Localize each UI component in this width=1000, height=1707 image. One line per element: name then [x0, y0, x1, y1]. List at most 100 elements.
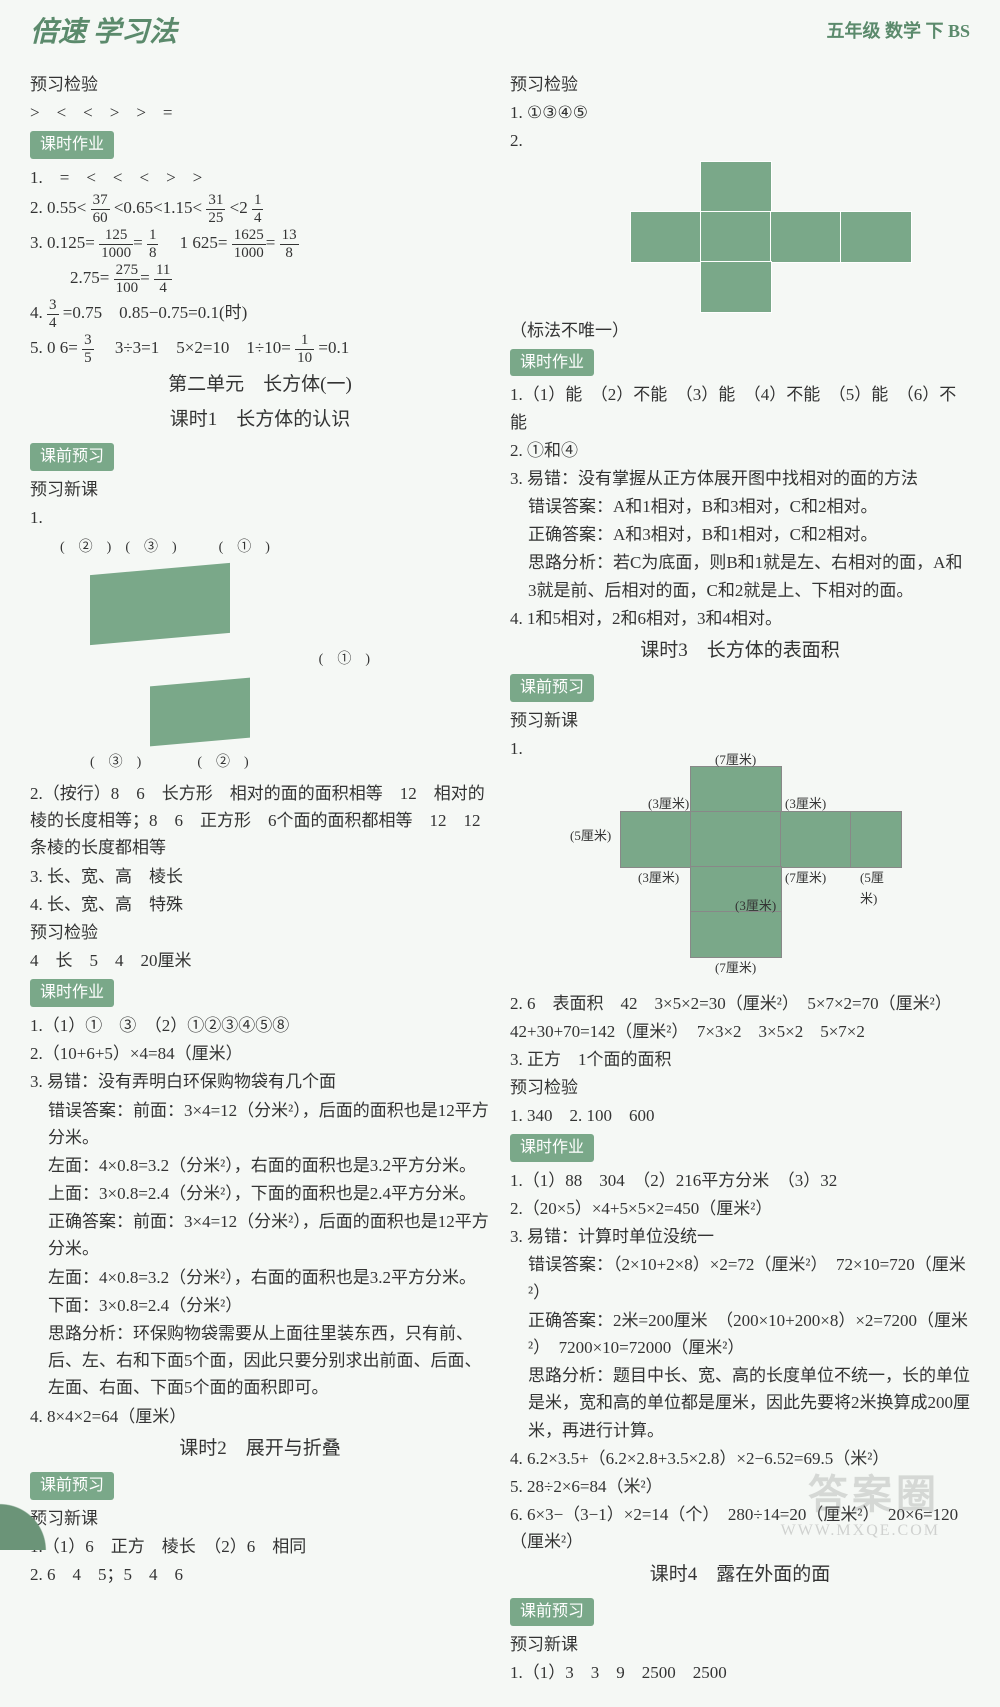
hw3g: 思路分析：环保购物袋需要从上面往里装东西，只有前、后、左、右和下面5个面，因此只…: [30, 1320, 490, 1402]
chevron-icon: «: [40, 1504, 51, 1530]
t: 5. 0 6=: [30, 338, 78, 357]
fraction: 138: [280, 227, 299, 261]
header-logo: 倍速 学习法: [30, 10, 177, 50]
t: 1 625=: [163, 233, 228, 252]
hw3c: 上面：3×0.8=2.4（分米²），下面的面积也是2.4平方分米。: [30, 1180, 490, 1207]
pre-l1: 1.（1）6 正方 棱长 （2）6 相同: [30, 1533, 490, 1560]
fraction: 114: [154, 262, 172, 296]
t: 3. 0.125=: [30, 233, 95, 252]
hwb2: 2.（20×5）×4+5×5×2=450（厘米²）: [510, 1195, 970, 1222]
hw3f: 下面：3×0.8=2.4（分米²）: [30, 1292, 490, 1319]
header-subject: 五年级 数学 下 BS: [826, 17, 970, 43]
tag-homework: 课时作业: [510, 349, 594, 377]
hw3c: 思路分析：若C为底面，则B和1就是左、右相对的面，A和3就是前、后相对的面，C和…: [510, 549, 970, 603]
watermark-text: 答案圈: [808, 1462, 940, 1520]
dim-label: (7厘米): [715, 750, 756, 771]
fraction: 14: [252, 192, 264, 226]
fraction: 3125: [206, 192, 225, 226]
q3c: 2.75= 275100= 114: [30, 262, 490, 296]
lesson3-title: 课时3 长方体的表面积: [510, 636, 970, 666]
hw3a: 错误答案：A和1相对，B和3相对，C和2相对。: [510, 493, 970, 520]
t: 3÷3=1 5×2=10 1÷10=: [98, 338, 291, 357]
cuboid-net-diagram: (7厘米) (3厘米) (3厘米) (5厘米) (5厘米) (3厘米) (7厘米…: [580, 766, 900, 986]
hw2: 2. ①和④: [510, 437, 970, 464]
fraction: 16251000: [232, 227, 266, 261]
dim-label: (3厘米): [735, 896, 776, 917]
tag-homework: 课时作业: [510, 1134, 594, 1162]
sub-label: 预习新课: [30, 476, 490, 503]
t: =0.1: [318, 338, 349, 357]
num1: 1.: [30, 504, 490, 531]
net-square: [700, 211, 772, 263]
hwb3b: 正确答案：2米=200厘米 （200×10+200×8）×2=7200（厘米²）…: [510, 1307, 970, 1361]
yxjy: 预习检验: [30, 919, 490, 946]
net-panel: [690, 911, 782, 958]
hw3a: 错误答案：前面：3×4=12（分米²），后面的面积也是12平方分米。: [30, 1097, 490, 1151]
net-square: [840, 211, 912, 263]
unit-title: 第二单元 长方体(一): [30, 370, 490, 400]
t: <2: [230, 198, 248, 217]
pre4: 1.（1）3 3 9 2500 2500: [510, 1659, 970, 1686]
net-square: [770, 211, 842, 263]
q5: 5. 0 6= 35 3÷3=1 5×2=10 1÷10= 110 =0.1: [30, 332, 490, 366]
hw3e: 左面：4×0.8=3.2（分米²），右面的面积也是3.2平方分米。: [30, 1264, 490, 1291]
compare-row: > < < > > =: [30, 99, 490, 126]
hwb3: 3. 易错：计算时单位没统一: [510, 1223, 970, 1250]
net-square: [700, 261, 772, 313]
net-panel: [690, 811, 782, 868]
right-column: 预习检验 1. ①③④⑤ 2. （标法不唯一） 课时作业 1.（1）能 （2）不…: [510, 20, 970, 1687]
diagram-label: ( ② ) ( ③ ) ( ① ): [60, 537, 490, 559]
p2: 2. 6 表面积 42 3×5×2=30（厘米²） 5×7×2=70（厘米²） …: [510, 990, 970, 1044]
t: <0.65<1.15<: [114, 198, 202, 217]
lesson2-title: 课时2 展开与折叠: [30, 1434, 490, 1464]
section-label: 预习检验: [30, 71, 490, 98]
sub-label: 预习新课: [510, 707, 970, 734]
cuboid-shape: [150, 677, 250, 746]
fraction: 35: [82, 332, 94, 366]
l-check: 4 长 5 4 20厘米: [30, 947, 490, 974]
r1: 1. ①③④⑤: [510, 99, 970, 126]
dim-label: (7厘米): [715, 958, 756, 979]
hwb3c: 思路分析：题目中长、宽、高的长度单位不统一，长的单位是米，宽和高的单位都是厘米，…: [510, 1362, 970, 1444]
cuboid-shape: [90, 563, 230, 645]
net-panel: [850, 811, 902, 868]
left-column: 预习检验 > < < > > = 课时作业 1. = < < < > > 2. …: [30, 20, 490, 1687]
tag-preview: 课前预习: [510, 674, 594, 702]
note: （标法不唯一）: [510, 317, 970, 344]
fraction: 110: [295, 332, 314, 366]
hw4: 4. 8×4×2=64（厘米）: [30, 1403, 490, 1430]
hw2: 2.（10+6+5）×4=84（厘米）: [30, 1040, 490, 1067]
yxjy: 预习检验: [510, 71, 970, 98]
tag-homework: 课时作业: [30, 131, 114, 159]
hw3d: 正确答案：前面：3×4=12（分米²），后面的面积也是12平方分米。: [30, 1208, 490, 1262]
hwb1: 1.（1）88 304 （2）216平方分米 （3）32: [510, 1167, 970, 1194]
r2: 2.: [510, 127, 970, 154]
tag-homework: 课时作业: [30, 979, 114, 1007]
fraction: 34: [47, 297, 59, 331]
net-square: [700, 161, 772, 213]
l4: 4. 长、宽、高 特殊: [30, 891, 490, 918]
dim-label: (7厘米): [785, 868, 826, 889]
lesson4-title: 课时4 露在外面的面: [510, 1560, 970, 1590]
q3: 3. 0.125= 1251000= 18 1 625= 16251000= 1…: [30, 227, 490, 261]
net-square: [630, 211, 702, 263]
fraction: 3760: [91, 192, 110, 226]
page-body: 预习检验 > < < > > = 课时作业 1. = < < < > > 2. …: [0, 0, 1000, 1707]
dim-label: (3厘米): [638, 868, 679, 889]
cuboid-diagram-2: ( ① ) ( ③ ) ( ② ): [30, 649, 490, 774]
yxjy: 预习检验: [510, 1074, 970, 1101]
dim-label: (3厘米): [785, 794, 826, 815]
pre-l2: 2. 6 4 5；5 4 6: [30, 1561, 490, 1588]
sub-label: 预习新课: [30, 1505, 490, 1532]
corner-decoration: «: [0, 1470, 80, 1550]
hw3: 3. 易错：没有掌握从正方体展开图中找相对的面的方法: [510, 465, 970, 492]
dim-label: (5厘米): [860, 868, 900, 910]
t: =0.75 0.85−0.75=0.1(时): [63, 303, 248, 322]
q4: 4. 34 =0.75 0.85−0.75=0.1(时): [30, 297, 490, 331]
net-panel: [690, 766, 782, 813]
hw3b: 正确答案：A和3相对，B和1相对，C和2相对。: [510, 521, 970, 548]
cuboid-diagram-1: ( ② ) ( ③ ) ( ① ): [30, 537, 490, 639]
cube-net-diagram: [610, 161, 870, 311]
l3: 3. 长、宽、高 棱长: [30, 863, 490, 890]
lesson1-title: 课时1 长方体的认识: [30, 405, 490, 435]
